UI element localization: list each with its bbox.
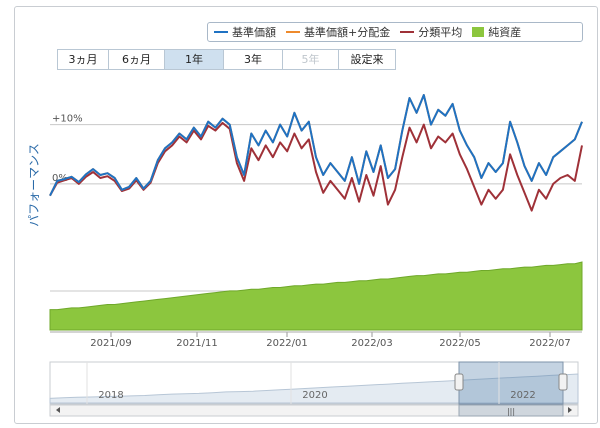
legend: 基準価額 基準価額+分配金 分類平均 純資産 bbox=[207, 22, 583, 42]
legend-label-nav: 基準価額 bbox=[232, 26, 276, 39]
nav-line bbox=[49, 94, 583, 197]
scroll-left-icon bbox=[56, 407, 60, 413]
range-button-3m[interactable]: 3ヵ月 bbox=[58, 50, 109, 69]
x-tick-label: 2022/01 bbox=[266, 338, 308, 349]
category-avg-line bbox=[49, 121, 583, 212]
legend-swatch-nav-div bbox=[286, 31, 300, 33]
nav-div-line bbox=[49, 94, 583, 197]
legend-label-nav-div: 基準価額+分配金 bbox=[304, 26, 391, 39]
scrollbar-grip-icon: ||| bbox=[507, 407, 515, 416]
navigator-tick-label: 2022 bbox=[510, 390, 535, 401]
scrollbar-thumb bbox=[458, 404, 564, 417]
range-button-3y[interactable]: 3年 bbox=[224, 50, 283, 69]
navigator-tick-label: 2018 bbox=[98, 390, 123, 401]
legend-label-net-assets: 純資産 bbox=[488, 26, 522, 39]
x-tick-label: 2021/09 bbox=[90, 338, 132, 349]
legend-label-category-avg: 分類平均 bbox=[418, 26, 463, 39]
legend-item-category-avg[interactable]: 分類平均 bbox=[400, 24, 462, 40]
navigator-handle-right bbox=[558, 373, 568, 391]
legend-item-nav[interactable]: 基準価額 bbox=[214, 24, 276, 40]
navigator-tick-label: 2020 bbox=[302, 390, 327, 401]
range-button-6m[interactable]: 6ヵ月 bbox=[109, 50, 165, 69]
x-tick-label: 2022/05 bbox=[439, 338, 481, 349]
navigator-selection bbox=[458, 361, 564, 405]
legend-swatch-net-assets bbox=[472, 27, 485, 37]
y-tick-label: 0% bbox=[52, 173, 68, 184]
range-button-1y[interactable]: 1年 bbox=[165, 50, 224, 69]
net-assets-area bbox=[49, 261, 583, 331]
legend-item-nav-div[interactable]: 基準価額+分配金 bbox=[286, 24, 390, 40]
y-axis-label: パフォーマンス bbox=[27, 143, 41, 227]
navigator-handle-left bbox=[454, 373, 464, 391]
x-tick-label: 2022/03 bbox=[351, 338, 393, 349]
range-button-since-inception[interactable]: 設定来 bbox=[339, 50, 395, 69]
navigator-series bbox=[49, 373, 579, 404]
range-selector: 3ヵ月 6ヵ月 1年 3年 5年 設定来 bbox=[57, 49, 396, 70]
legend-swatch-category-avg bbox=[400, 31, 415, 33]
legend-item-net-assets[interactable]: 純資産 bbox=[472, 24, 521, 40]
x-tick-label: 2022/07 bbox=[529, 338, 571, 349]
legend-swatch-nav bbox=[214, 31, 228, 33]
chart-panel bbox=[14, 6, 598, 424]
scroll-right-icon bbox=[568, 407, 572, 413]
x-tick-label: 2021/11 bbox=[176, 338, 218, 349]
y-tick-label: +10% bbox=[52, 114, 83, 125]
scrollbar-track bbox=[49, 404, 579, 417]
range-button-5y: 5年 bbox=[283, 50, 339, 69]
